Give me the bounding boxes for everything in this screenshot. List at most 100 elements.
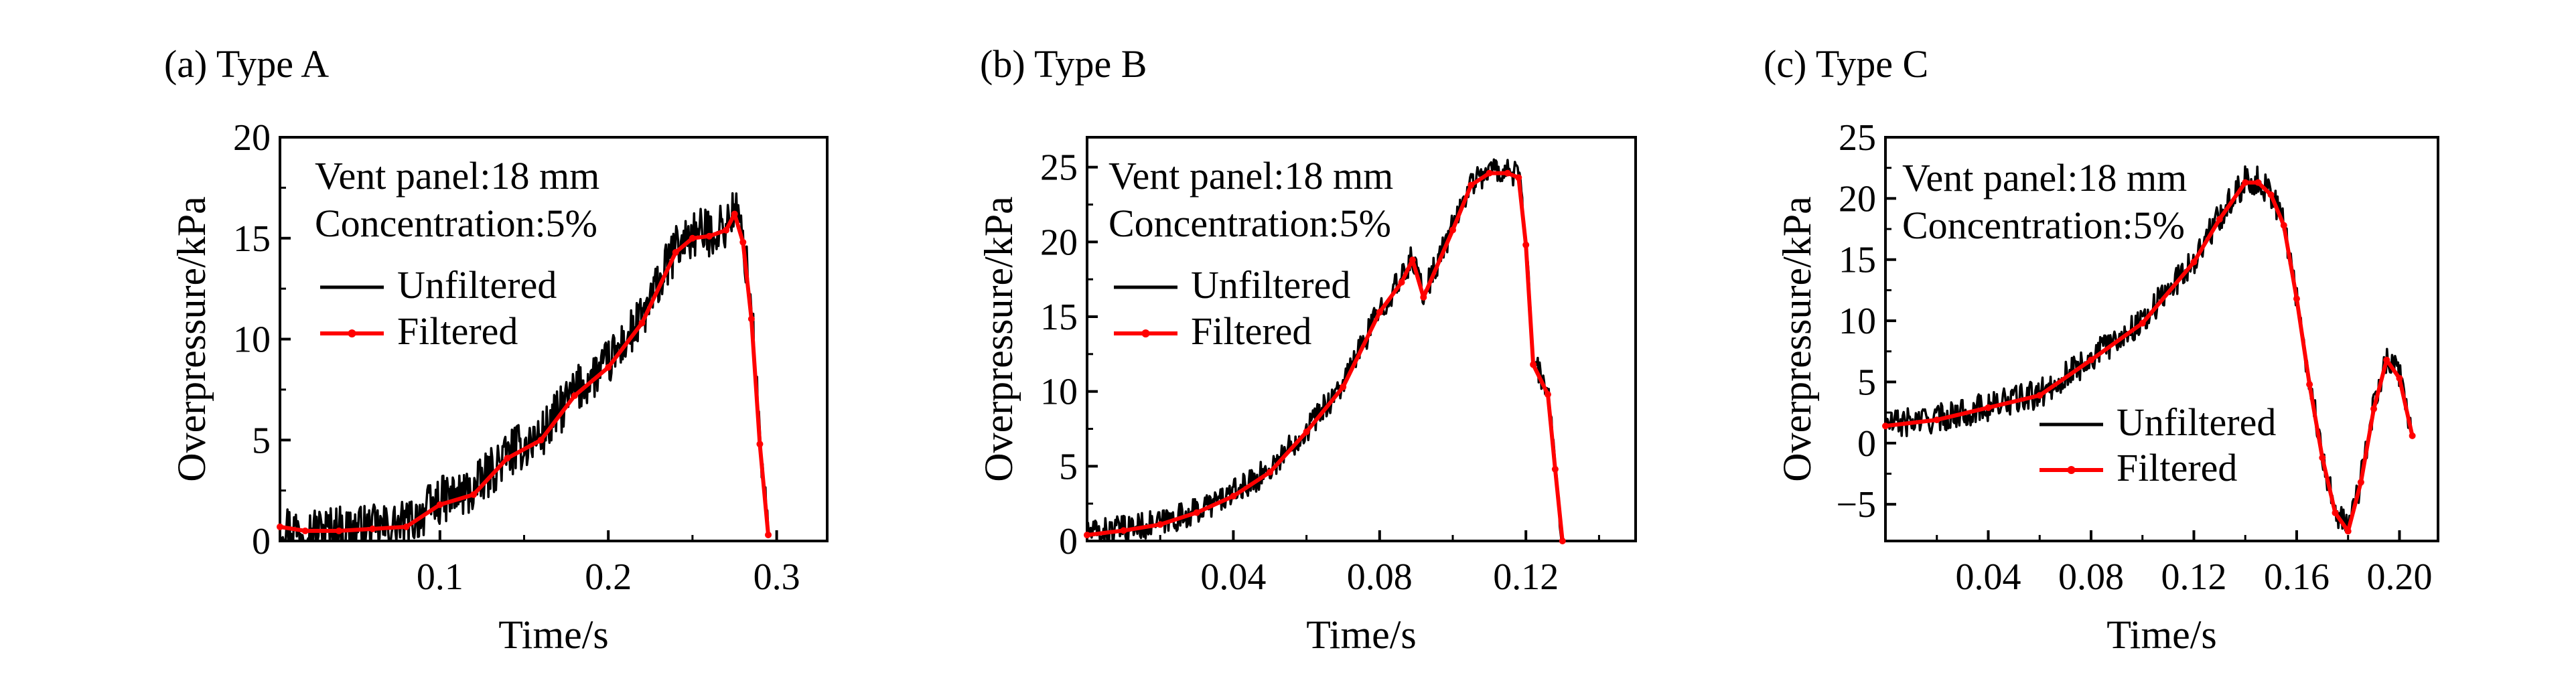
chart-3-filtered-point	[2242, 179, 2249, 186]
chart-2-panel-title: (b) Type B	[980, 42, 1147, 86]
chart-2-xtick-label: 0.04	[1200, 556, 1266, 598]
chart-1-filtered-point	[689, 234, 696, 242]
chart-1-filtered-point	[605, 364, 612, 371]
chart-2-filtered-point	[1409, 256, 1416, 264]
chart-2-filtered-point	[1157, 521, 1164, 528]
chart-1-filtered-point	[301, 527, 309, 534]
chart-2-y-axis-label: Overpressure/kPa	[977, 196, 1021, 482]
chart-1-filtered-point	[765, 531, 772, 538]
chart-2-filtered-point	[1084, 532, 1090, 539]
chart-2-annotation-2: Concentration:5%	[1108, 202, 1391, 245]
chart-1-filtered-point	[672, 248, 679, 256]
chart-1-filtered-point	[638, 319, 646, 327]
chart-1-panel-title: (a) Type A	[164, 42, 329, 86]
chart-1-filtered-point	[335, 527, 342, 534]
chart-3-filtered-point	[2319, 454, 2326, 461]
chart-3-filtered-point	[2396, 374, 2403, 382]
chart-1-series-filtered-line	[280, 212, 770, 536]
chart-2-ytick-label: 20	[1040, 222, 1078, 263]
chart-2-legend-marker	[1141, 329, 1150, 337]
chart-1-xtick-label: 0.3	[754, 556, 800, 598]
chart-2-filtered-point	[1230, 493, 1237, 499]
chart-1-filtered-point	[403, 523, 410, 530]
chart-1-ytick-label: 15	[233, 218, 271, 260]
chart-1-filtered-point	[537, 437, 545, 444]
chart-1-filtered-point	[731, 210, 738, 218]
chart-1-annotation-2: Concentration:5%	[315, 202, 597, 245]
chart-1-filtered-point	[723, 226, 730, 234]
chart-3-series-filtered-line	[1885, 180, 2415, 534]
chart-2-ytick-label: 15	[1040, 297, 1078, 338]
chart-1-filtered-point	[504, 455, 511, 462]
chart-3-filtered-point	[2216, 216, 2223, 223]
chart-3-filtered-point	[2036, 392, 2044, 399]
chart-2-filtered-point	[1376, 309, 1383, 316]
chart-3-ytick-label: 5	[1857, 362, 1876, 403]
chart-2-x-axis-label: Time/s	[1306, 613, 1417, 657]
chart-2-xtick-label: 0.08	[1347, 556, 1413, 598]
chart-2-filtered-point	[1449, 226, 1456, 234]
chart-3-filtered-point	[1933, 416, 1940, 424]
chart-1-plot-frame	[279, 136, 829, 542]
chart-1-filtered-point	[369, 525, 376, 532]
chart-1-filtered-point	[436, 501, 443, 508]
chart-2-filtered-point	[1544, 391, 1551, 398]
chart-1-legend-marker	[348, 329, 356, 337]
chart-3-filtered-point	[2139, 319, 2146, 327]
chart-1-filtered-point	[571, 392, 578, 399]
chart-3-ytick-label: 0	[1857, 423, 1876, 465]
chart-3-xtick-label: 0.12	[2161, 556, 2226, 598]
chart-2-series-unfiltered-line	[1087, 158, 1563, 541]
chart-3-plot-frame	[1884, 136, 2439, 542]
chart-3-xtick-label: 0.16	[2264, 556, 2330, 598]
chart-1-x-axis-label: Time/s	[498, 613, 609, 657]
chart-2-ytick-label: 25	[1040, 147, 1078, 189]
chart-2-filtered-point	[1267, 469, 1273, 476]
chart-2-ytick-label: 10	[1040, 372, 1078, 413]
chart-2-legend-label-filtered: Filtered	[1191, 309, 1311, 353]
chart-3-filtered-point	[2306, 381, 2313, 388]
chart-1-y-axis-label: Overpressure/kPa	[169, 196, 214, 482]
chart-1-series-unfiltered-line	[280, 191, 770, 541]
chart-2-filtered-point	[1522, 241, 1530, 248]
chart-1-ytick-label: 10	[233, 319, 271, 361]
chart-3-x-axis-label: Time/s	[2106, 613, 2217, 657]
chart-3-filtered-point	[2370, 405, 2378, 412]
chart-3-filtered-point	[2357, 479, 2364, 486]
chart-1-filtered-point	[277, 523, 283, 530]
chart-2-filtered-point	[1551, 465, 1559, 473]
chart-1-ytick-label: 20	[233, 117, 271, 159]
chart-1-ytick-label: 5	[252, 420, 271, 461]
chart-3-filtered-point	[2255, 179, 2262, 186]
chart-2-filtered-point	[1530, 361, 1537, 368]
chart-3-filtered-point	[2267, 191, 2275, 198]
chart-2-filtered-point	[1420, 293, 1427, 301]
chart-3-filtered-point	[2383, 356, 2390, 364]
chart-3-filtered-point	[1985, 404, 1992, 411]
chart-2-ytick-label: 5	[1059, 446, 1078, 487]
chart-1-filtered-point	[706, 232, 713, 240]
chart-2-filtered-point	[1120, 527, 1127, 534]
chart-3-legend-label-filtered: Filtered	[2117, 446, 2237, 489]
chart-3-filtered-point	[2409, 432, 2416, 439]
chart-3-ytick-label: 15	[1839, 240, 1876, 281]
chart-1-filtered-point	[470, 491, 478, 498]
chart-3-ytick-label: 25	[1839, 117, 1876, 159]
chart-2-filtered-point	[1340, 383, 1347, 390]
chart-2-filtered-point	[1193, 509, 1200, 516]
chart-3-ytick-label: 10	[1839, 301, 1876, 342]
chart-3-annotation-2: Concentration:5%	[1902, 204, 2185, 247]
chart-1-xtick-label: 0.2	[585, 556, 632, 598]
chart-2-plot-frame	[1086, 136, 1637, 542]
chart-2-filtered-point	[1398, 279, 1405, 286]
chart-3-filtered-point	[2087, 356, 2094, 364]
chart-1-xtick-label: 0.1	[417, 556, 463, 598]
chart-3-legend-label-unfiltered: Unfiltered	[2117, 400, 2276, 444]
chart-1-legend-label-unfiltered: Unfiltered	[397, 263, 557, 307]
chart-2-ytick-label: 0	[1059, 521, 1078, 562]
chart-2-filtered-point	[1468, 181, 1475, 189]
chart-3-filtered-point	[2190, 258, 2198, 266]
chart-1-filtered-point	[756, 441, 764, 448]
chart-3-xtick-label: 0.20	[2366, 556, 2432, 598]
